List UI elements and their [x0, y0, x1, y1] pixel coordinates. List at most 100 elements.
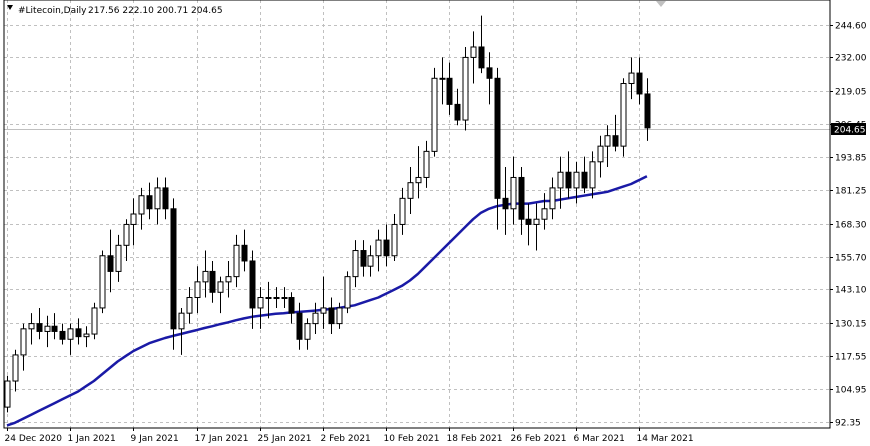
bear-candle-body: [581, 171, 588, 189]
candle: [494, 67, 501, 230]
candle: [4, 375, 11, 413]
bear-candle-body: [446, 77, 453, 105]
bull-candle-body: [20, 328, 27, 356]
y-tick-label: 92.35: [835, 419, 861, 429]
candle: [265, 281, 272, 319]
candle: [336, 302, 343, 329]
bull-candle-body: [407, 182, 414, 199]
bull-candle-body: [202, 270, 209, 283]
bull-candle-body: [83, 333, 90, 338]
candle: [20, 323, 27, 371]
candle: [407, 167, 414, 214]
y-tick-label: 104.95: [835, 386, 867, 396]
bull-candle-body: [399, 197, 406, 225]
candle: [399, 187, 406, 235]
bear-candle-body: [478, 46, 485, 69]
candle: [249, 250, 256, 329]
x-tick-label: 9 Jan 2021: [131, 434, 179, 444]
bull-candle-body: [510, 176, 517, 210]
candle: [557, 156, 564, 209]
y-tick-label: 193.85: [835, 154, 867, 164]
x-tick-label: 25 Jan 2021: [258, 434, 312, 444]
candle: [391, 214, 398, 261]
y-tick-label: 143.10: [835, 286, 867, 296]
candle: [644, 78, 651, 141]
candle: [138, 187, 145, 230]
bear-candle-body: [75, 328, 82, 338]
time-axis: 24 Dec 2020 1 Jan 2021 9 Jan 2021 17 Jan 20…: [5, 428, 694, 444]
candle: [107, 229, 114, 293]
y-tick-label: 155.70: [835, 254, 867, 264]
bull-candle-body: [194, 281, 201, 299]
candle: [130, 198, 137, 246]
candle: [217, 276, 224, 314]
bear-candle-body: [383, 239, 390, 257]
bull-candle-body: [67, 328, 74, 340]
candle: [12, 349, 19, 392]
candle: [573, 161, 580, 204]
bull-candle-body: [549, 187, 556, 210]
candle: [510, 156, 517, 225]
candle: [423, 140, 430, 188]
bull-candle-body: [628, 72, 635, 85]
bear-candle-body: [454, 103, 461, 121]
symbol-label: #Litecoin,Daily: [18, 6, 87, 16]
bull-candle-body: [620, 83, 627, 147]
bull-candle-body: [138, 195, 145, 215]
y-tick-label: 181.25: [835, 187, 867, 197]
candle: [288, 292, 295, 324]
candle: [589, 151, 596, 199]
bear-candle-body: [328, 307, 335, 325]
shift-marker-icon[interactable]: [656, 1, 666, 7]
candle: [446, 62, 453, 115]
bull-candle-body: [391, 223, 398, 257]
x-tick-label: 24 Dec 2020: [5, 434, 63, 444]
moving-average-line: [6, 175, 648, 427]
chart-header: #Litecoin,Daily 217.56 222.10 200.71 204…: [7, 5, 223, 16]
bull-candle-body: [589, 161, 596, 189]
candle: [344, 271, 351, 314]
bear-candle-body: [612, 135, 619, 147]
x-tick-label: 18 Feb 2021: [447, 434, 503, 444]
candle: [281, 287, 288, 308]
bear-candle-body: [162, 187, 169, 210]
bear-candle-body: [107, 255, 114, 272]
candle: [123, 219, 130, 261]
candle: [439, 57, 446, 105]
bear-candle-body: [636, 72, 643, 95]
collapse-arrow-icon[interactable]: [7, 5, 13, 10]
candle: [194, 266, 201, 314]
moving-average-layer: [6, 175, 648, 427]
x-tick-label: 10 Feb 2021: [384, 434, 440, 444]
bull-candle-body: [265, 297, 272, 300]
bull-candle-body: [431, 77, 438, 152]
candle: [59, 323, 66, 345]
bull-candle-body: [12, 354, 19, 382]
candle: [415, 146, 422, 199]
bear-candle-body: [170, 208, 177, 330]
candle: [581, 156, 588, 194]
candle: [620, 78, 627, 157]
x-tick-label: 1 Jan 2021: [68, 434, 116, 444]
ohlc-values: 217.56 222.10 200.71 204.65: [88, 6, 223, 16]
current-price-box: [831, 123, 866, 135]
candle: [541, 193, 548, 230]
candle: [597, 135, 604, 178]
bull-candle-body: [597, 145, 604, 163]
candle: [549, 177, 556, 220]
bull-candle-body: [154, 187, 161, 210]
candle: [304, 318, 311, 350]
candle: [91, 302, 98, 340]
y-tick-label: 244.60: [835, 22, 867, 32]
bear-candle-body: [518, 176, 525, 220]
bull-candle-body: [573, 171, 580, 189]
candle: [486, 52, 493, 105]
candle: [241, 229, 248, 272]
candle: [146, 182, 153, 220]
candle: [296, 302, 303, 350]
candle: [431, 67, 438, 157]
bull-candle-body: [281, 297, 288, 300]
bull-candle-body: [557, 171, 564, 189]
y-tick-label: 168.30: [835, 221, 867, 231]
candle: [533, 203, 540, 251]
